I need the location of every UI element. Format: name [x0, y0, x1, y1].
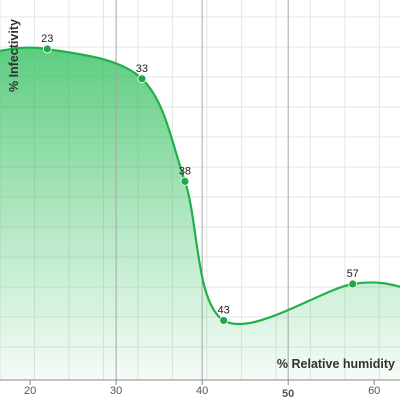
data-label: 57	[347, 268, 359, 280]
data-point[interactable]	[137, 74, 147, 84]
data-label: 23	[41, 33, 53, 45]
data-point[interactable]	[180, 176, 190, 186]
x-tick-label: 50	[282, 388, 294, 400]
data-label: 33	[136, 63, 148, 75]
data-point[interactable]	[348, 279, 358, 289]
data-label: 43	[218, 304, 230, 316]
x-tick-label: 20	[24, 385, 36, 397]
x-axis-ticks: 20 30 40 50 60	[24, 380, 380, 400]
data-label: 38	[179, 165, 191, 177]
x-tick-label: 30	[110, 385, 122, 397]
x-axis-title: % Relative humidity	[277, 357, 395, 371]
data-points: 23 33 38 43 57	[41, 33, 359, 325]
x-tick-label: 40	[196, 385, 208, 397]
data-point[interactable]	[219, 316, 229, 325]
series-line	[0, 46, 400, 326]
area-fill	[0, 47, 400, 380]
x-tick-label: 60	[368, 385, 380, 397]
y-axis-title: % Infectivity	[7, 19, 21, 92]
data-point[interactable]	[42, 44, 52, 54]
